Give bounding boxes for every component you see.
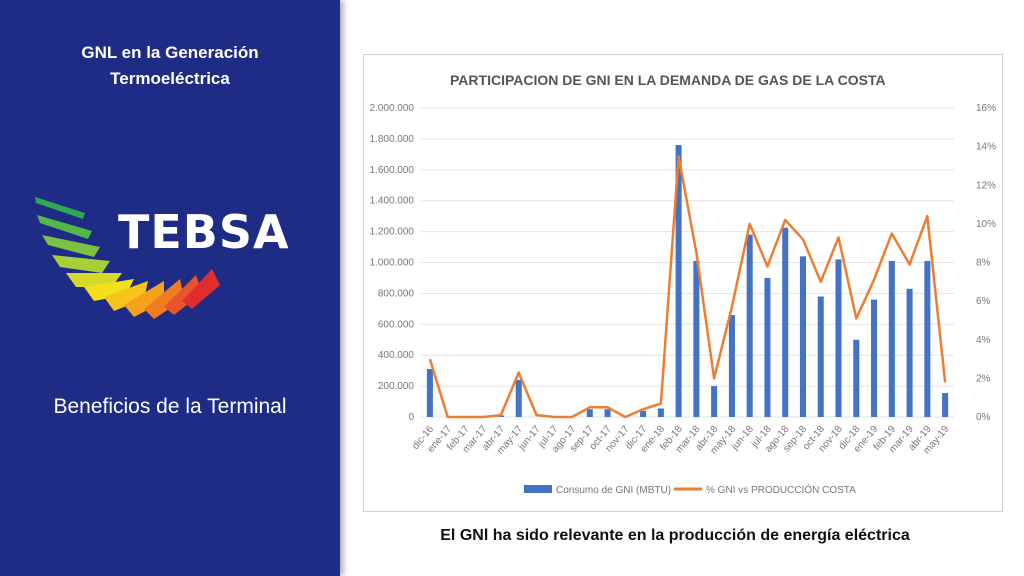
sidebar: GNL en la Generación Termoeléctrica TEBS… xyxy=(0,0,340,576)
left-tick-label: 2.000.000 xyxy=(370,103,415,114)
bar xyxy=(426,369,433,417)
right-tick-label: 10% xyxy=(976,219,996,230)
bar xyxy=(711,386,718,417)
line-series xyxy=(428,155,947,419)
gridlines xyxy=(421,107,954,418)
right-tick-label: 14% xyxy=(976,142,996,153)
right-tick-label: 2% xyxy=(976,373,991,384)
caption: El GNl ha sido relevante en la producció… xyxy=(440,527,910,544)
bar xyxy=(586,409,593,417)
legend-line-label: % GNI vs PRODUCCIÓN COSTA xyxy=(706,483,856,496)
x-axis: dic-16ene-17feb-17mar-17abr-17may-17jun-… xyxy=(410,424,951,457)
bar xyxy=(817,296,824,417)
bar xyxy=(515,379,522,417)
right-tick-label: 0% xyxy=(976,412,991,423)
left-tick-label: 1.800.000 xyxy=(370,134,415,145)
left-tick-label: 1.400.000 xyxy=(370,196,415,207)
right-tick-label: 16% xyxy=(976,103,996,114)
left-tick-label: 1.000.000 xyxy=(370,258,415,269)
bar xyxy=(657,408,664,417)
bar xyxy=(906,288,913,417)
bar xyxy=(728,315,735,417)
bar xyxy=(782,227,789,417)
chart-frame: PARTICIPACION DE GNI EN LA DEMANDA DE GA… xyxy=(363,54,1003,512)
bar xyxy=(746,234,753,417)
bar xyxy=(604,409,611,417)
left-tick-label: 0 xyxy=(408,412,414,423)
legend-bar-swatch xyxy=(524,485,552,493)
bar xyxy=(924,260,931,417)
left-tick-label: 600.000 xyxy=(378,319,415,330)
right-tick-label: 12% xyxy=(976,180,996,191)
legend-bar-label: Consumo de GNI (MBTU) xyxy=(556,485,671,496)
right-axis: 16% 14% 12% 10% 8% 6% 4% 2% 0% xyxy=(976,103,996,423)
bar xyxy=(640,410,647,417)
bar-series xyxy=(426,145,949,417)
bar xyxy=(853,339,860,417)
slide-subtitle: Beneficios de la Terminal xyxy=(53,395,287,418)
logo-text: TEBSA xyxy=(118,205,290,259)
slide-title-line1: GNL en la Generación xyxy=(81,43,259,62)
left-tick-label: 800.000 xyxy=(378,288,415,299)
bar xyxy=(675,145,682,417)
right-tick-label: 4% xyxy=(976,335,991,346)
chart-title: PARTICIPACION DE GNI EN LA DEMANDA DE GA… xyxy=(450,72,886,88)
left-tick-label: 1.600.000 xyxy=(370,165,415,176)
bar xyxy=(942,393,949,417)
bar xyxy=(835,259,842,417)
bar xyxy=(799,256,807,417)
bar xyxy=(764,277,771,417)
slide-title: GNL en la Generación Termoeléctrica xyxy=(0,40,340,92)
bar xyxy=(871,299,878,417)
left-tick-label: 1.200.000 xyxy=(370,227,415,238)
left-tick-label: 400.000 xyxy=(378,350,415,361)
left-axis: 2.000.000 1.800.000 1.600.000 1.400.000 1.20… xyxy=(370,103,415,423)
bar xyxy=(693,260,700,417)
line-path xyxy=(428,155,947,419)
left-tick-label: 200.000 xyxy=(378,381,415,392)
combo-chart: PARTICIPACION DE GNI EN LA DEMANDA DE GA… xyxy=(370,72,997,496)
bar xyxy=(888,260,895,417)
legend: Consumo de GNI (MBTU) % GNI vs PRODUCCIÓ… xyxy=(524,483,856,496)
slide-title-line2: Termoeléctrica xyxy=(110,69,230,88)
right-tick-label: 6% xyxy=(976,296,991,307)
right-tick-label: 8% xyxy=(976,258,991,269)
tebsa-logo-icon xyxy=(35,197,220,319)
